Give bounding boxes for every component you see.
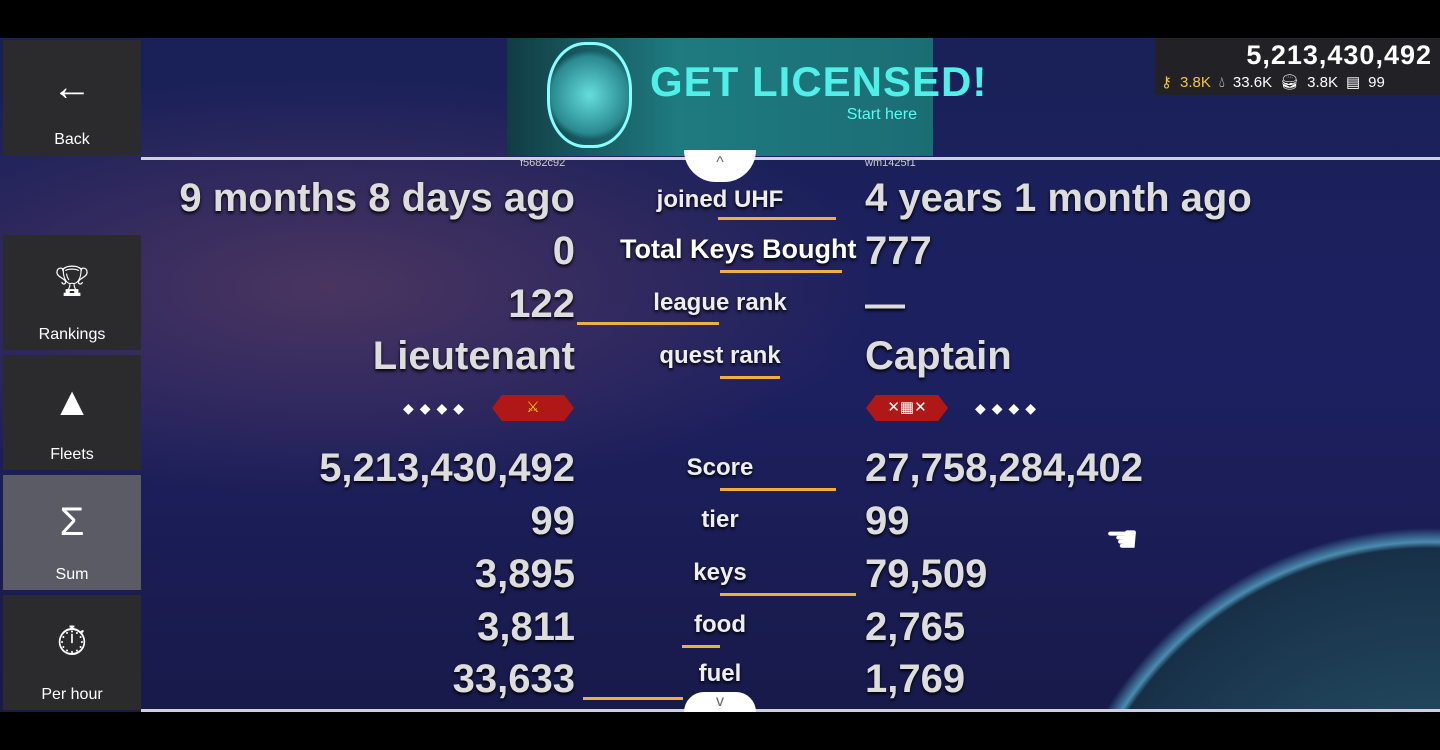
right-value: 79,509 [865,552,988,596]
left-value: 3,895 [474,552,575,596]
left-value: 9 months 8 days ago [179,176,575,220]
stat-label: tier [701,506,739,533]
left-value: Lieutenant [372,334,575,378]
total-score: 5,213,430,492 [1246,40,1432,70]
stat-label: keys [693,559,747,586]
right-rank-stars: ◆◆◆◆ [975,400,1043,416]
stat-label: joined UHF [656,186,784,213]
divider-top [141,157,1440,160]
key-icon: ⚷ [1161,74,1172,91]
police-badge-icon [547,42,632,148]
left-player-id: f5682c92 [520,157,566,169]
right-value: 1,769 [865,657,966,701]
tier-stairs-icon: ▤ [1345,74,1361,91]
sidebar-item-fleets[interactable]: ▲ Fleets [3,355,141,470]
right-value: 99 [865,499,910,543]
underline [583,697,683,700]
scroll-down-button[interactable]: v [684,692,756,712]
trophy-podium-icon: 🏆︎ [52,265,92,298]
right-value: 27,758,284,402 [865,446,1144,490]
chevron-up-icon: ^ [716,154,724,171]
stat-label: quest rank [659,342,781,369]
license-ad-banner[interactable]: GET LICENSED! Start here [507,38,986,156]
sidebar-item-rankings[interactable]: 🏆︎ Rankings [3,235,141,350]
stat-label: fuel [698,660,742,687]
pointing-hand-icon: ☚ [1105,519,1140,561]
left-rank-stars: ◆◆◆◆ [403,400,471,416]
right-value: 777 [865,229,932,273]
sidebar-item-sum[interactable]: Σ Sum [3,475,141,590]
left-value: 33,633 [452,657,575,701]
left-value: 122 [508,282,575,326]
underline [720,593,856,596]
divider-bottom [141,709,1440,712]
underline [720,488,836,491]
right-value: 2,765 [865,605,966,649]
chevron-down-icon: v [716,693,724,710]
lieutenant-rank-badge-icon: ⚔ [492,395,574,421]
right-player-id: wm1425f1 [865,157,916,169]
underline [682,645,720,648]
stat-label: Total Keys Bought [620,234,857,264]
left-value: 99 [530,499,576,543]
spaceship-icon: ▲ [52,380,92,424]
underline [720,376,780,379]
arrow-left-icon: ← [52,65,92,109]
left-value: 0 [552,229,575,273]
right-value: — [865,282,905,326]
stat-label: food [694,611,746,638]
burger-icon: 🍔︎ [1280,74,1300,91]
stopwatch-icon: ⏱︎ [56,620,88,664]
right-value: Captain [865,334,1012,378]
left-value: 3,811 [477,605,575,649]
stat-label: league rank [653,289,787,316]
stat-label: Score [686,454,754,481]
back-button[interactable]: ← Back [3,40,141,155]
left-value: 5,213,430,492 [319,446,575,490]
underline [718,217,836,220]
resources-panel: 5,213,430,492 ⚷ 3.8K 💧︎ 33.6K 🍔︎ 3.8K ▤ 99 [1155,38,1440,95]
captain-rank-badge-icon: ✕▦✕ [866,395,948,421]
sigma-icon: Σ [59,500,85,544]
underline [720,270,842,273]
sidebar-item-per-hour[interactable]: ⏱︎ Per hour [3,595,141,710]
underline [577,322,719,325]
fuel-drop-icon: 💧︎ [1218,74,1225,91]
right-value: 4 years 1 month ago [865,176,1252,220]
